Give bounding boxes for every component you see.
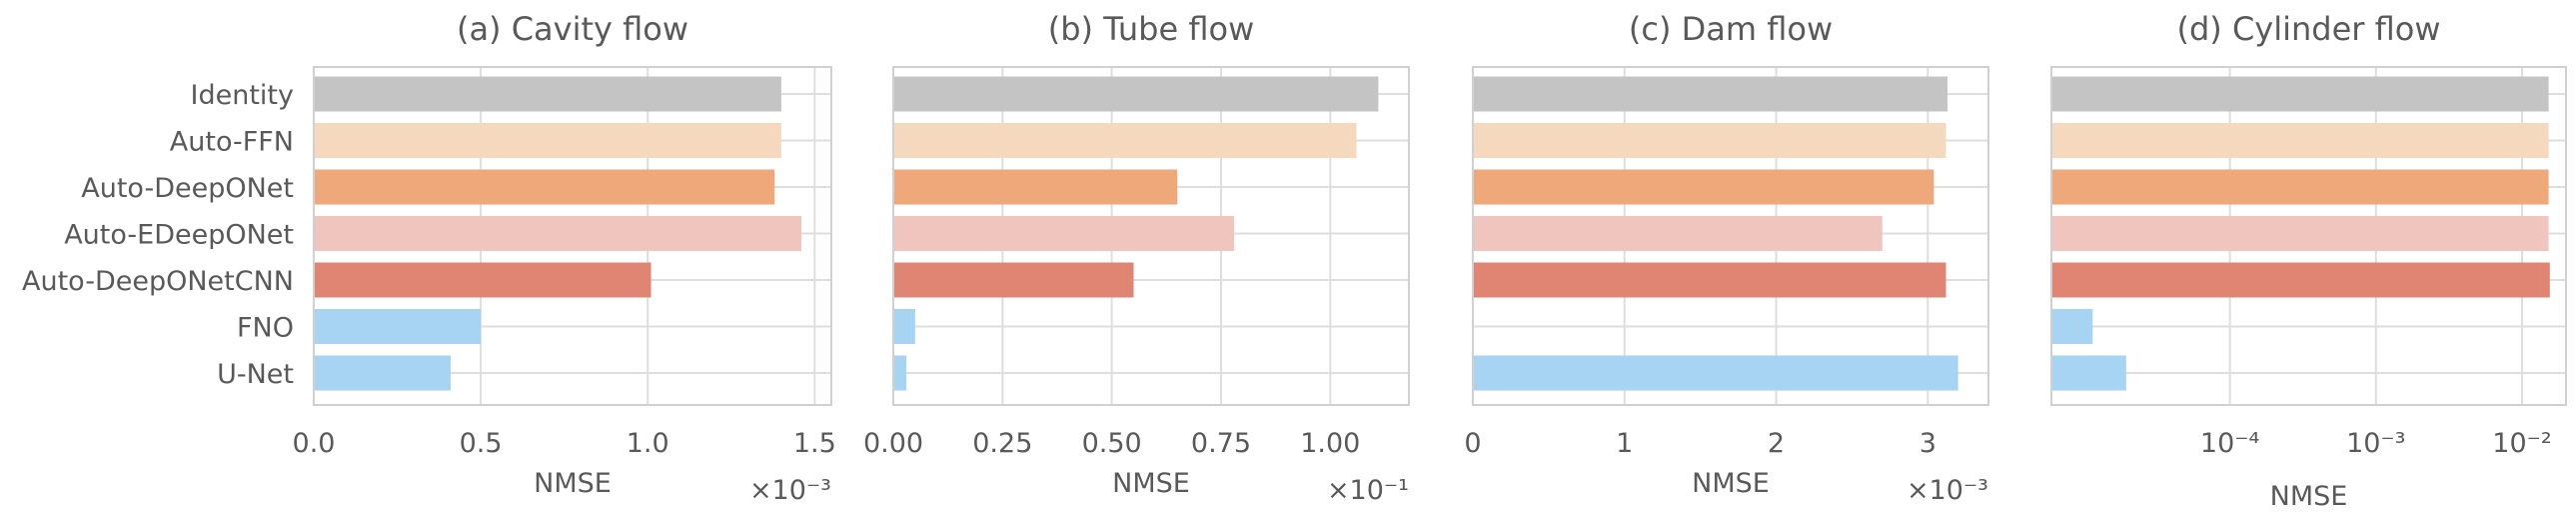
x-tick-label: 1.0: [627, 428, 669, 459]
panel-title: (d) Cylinder flow: [2176, 10, 2440, 48]
category-label: Auto-FFN: [170, 127, 294, 158]
panel-4: 10⁻⁴ 10⁻³ 10⁻² (d) Cylinder flow NMSE: [2050, 10, 2567, 512]
category-label: U-Net: [217, 359, 294, 390]
bar-u-net: [314, 355, 452, 391]
category-label: Identity: [191, 80, 294, 111]
bar-identity: [893, 76, 1379, 112]
x-tick-label: 1.5: [793, 428, 836, 459]
x-tick-label: 0.75: [1191, 428, 1251, 459]
bar-auto-deeponetcnn: [314, 262, 651, 298]
axis-scale-offset: ×10⁻¹: [1327, 475, 1409, 506]
x-tick-label: 0: [1464, 428, 1481, 459]
bar-auto-ffn: [1473, 123, 1946, 158]
category-label: Auto-DeepONet: [81, 173, 294, 204]
x-tick-label: 10⁻³: [2346, 428, 2405, 459]
x-tick-label: 0.5: [460, 428, 503, 459]
x-tick-label: 0.25: [972, 428, 1032, 459]
bar-auto-edeeponet: [2051, 216, 2549, 251]
axes-frame: [2050, 66, 2567, 406]
x-axis-label: NMSE: [1692, 468, 1770, 499]
axes-frame: [892, 66, 1410, 406]
bar-u-net: [2051, 355, 2126, 391]
bar-auto-deeponet: [2051, 169, 2549, 205]
bar-auto-deeponet: [314, 169, 775, 205]
category-label: Auto-DeepONetCNN: [22, 266, 294, 297]
x-tick-label: 1: [1616, 428, 1633, 459]
x-axis-label: NMSE: [2270, 481, 2348, 512]
x-tick-label: 10⁻⁴: [2200, 428, 2259, 459]
x-tick-label: 10⁻²: [2492, 428, 2551, 459]
x-tick-label: 0.50: [1082, 428, 1142, 459]
bar-fno: [314, 309, 482, 344]
bar-fno: [893, 309, 915, 344]
panel-3: 0 1 2 3 (c) Dam flow NMSE ×10⁻³: [1464, 10, 1989, 506]
bar-auto-deeponetcnn: [893, 262, 1134, 298]
axes-frame: [313, 66, 832, 406]
bar-auto-edeeponet: [1473, 216, 1883, 251]
bar-auto-deeponetcnn: [2051, 262, 2550, 298]
bar-auto-ffn: [893, 123, 1357, 158]
bar-auto-deeponet: [893, 169, 1178, 205]
panel-2: 0.00 0.25 0.50 0.75 1.00 (b) Tube flow NMSE ×10…: [863, 10, 1410, 506]
panel-title: (b) Tube flow: [1048, 10, 1255, 48]
bar-auto-ffn: [2051, 123, 2549, 158]
bar-auto-deeponetcnn: [1473, 262, 1946, 298]
x-tick-label: 1.00: [1300, 428, 1360, 459]
category-label: Auto-EDeepONet: [64, 220, 294, 251]
x-tick-label: 0.0: [293, 428, 336, 459]
bar-fno: [2051, 309, 2093, 344]
category-label: FNO: [237, 313, 294, 344]
bar-identity: [2051, 76, 2549, 112]
bar-u-net: [1473, 355, 1958, 391]
x-axis-label: NMSE: [1112, 468, 1190, 499]
axis-scale-offset: ×10⁻³: [749, 475, 831, 506]
bar-auto-deeponet: [1473, 169, 1934, 205]
panel-1: 0.0 0.5 1.0 1.5 (a) Cavity flow NMSE ×10⁻³: [293, 10, 836, 506]
bar-identity: [314, 76, 781, 112]
panel-title: (c) Dam flow: [1629, 10, 1833, 48]
axes-frame: [1472, 66, 1989, 406]
panel-title: (a) Cavity flow: [457, 10, 688, 48]
bar-auto-ffn: [314, 123, 781, 158]
bar-auto-edeeponet: [893, 216, 1235, 251]
bar-u-net: [893, 355, 907, 391]
x-tick-label: 3: [1920, 428, 1936, 459]
bar-auto-edeeponet: [314, 216, 801, 251]
panels: 0.0 0.5 1.0 1.5 (a) Cavity flow NMSE ×10⁻³ 0.00…: [22, 10, 2567, 512]
x-tick-label: 2: [1768, 428, 1785, 459]
x-tick-label: 0.00: [863, 428, 923, 459]
x-axis-label: NMSE: [534, 468, 612, 499]
bar-identity: [1473, 76, 1948, 112]
axis-scale-offset: ×10⁻³: [1907, 475, 1988, 506]
